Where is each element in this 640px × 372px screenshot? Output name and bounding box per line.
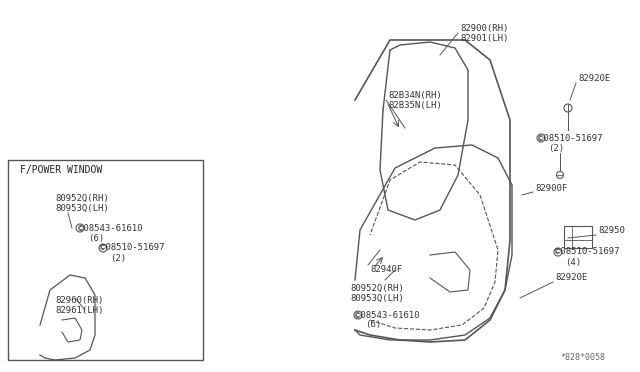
Text: 80952Q(RH): 80952Q(RH) bbox=[55, 193, 109, 202]
Text: 82B34N(RH): 82B34N(RH) bbox=[388, 90, 442, 99]
Text: 82961(LH): 82961(LH) bbox=[55, 305, 104, 314]
Text: 82B35N(LH): 82B35N(LH) bbox=[388, 100, 442, 109]
Text: ©08543-61610: ©08543-61610 bbox=[78, 224, 143, 232]
Text: ©08510-51697: ©08510-51697 bbox=[555, 247, 620, 257]
Text: 80952Q(RH): 80952Q(RH) bbox=[350, 283, 404, 292]
Text: 82940F: 82940F bbox=[370, 266, 403, 275]
Text: 80953Q(LH): 80953Q(LH) bbox=[350, 294, 404, 302]
Text: (6): (6) bbox=[365, 321, 381, 330]
Text: (4): (4) bbox=[565, 257, 581, 266]
Text: 82900(RH): 82900(RH) bbox=[460, 23, 508, 32]
Text: ©08543-61610: ©08543-61610 bbox=[355, 311, 419, 320]
Text: 80953Q(LH): 80953Q(LH) bbox=[55, 203, 109, 212]
Text: 82920E: 82920E bbox=[555, 273, 588, 282]
Text: 82950: 82950 bbox=[598, 225, 625, 234]
Bar bbox=[8, 160, 203, 360]
Text: 82920E: 82920E bbox=[578, 74, 611, 83]
Text: 82901(LH): 82901(LH) bbox=[460, 33, 508, 42]
Bar bbox=[564, 226, 592, 248]
Text: (2): (2) bbox=[548, 144, 564, 153]
Text: (6): (6) bbox=[88, 234, 104, 243]
Text: ©08510-51697: ©08510-51697 bbox=[100, 244, 164, 253]
Text: *828*0058: *828*0058 bbox=[560, 353, 605, 362]
Text: 82960(RH): 82960(RH) bbox=[55, 295, 104, 305]
Text: 82900F: 82900F bbox=[535, 183, 567, 192]
Text: (2): (2) bbox=[110, 253, 126, 263]
Text: ©08510-51697: ©08510-51697 bbox=[538, 134, 602, 142]
Text: F/POWER WINDOW: F/POWER WINDOW bbox=[20, 165, 102, 175]
